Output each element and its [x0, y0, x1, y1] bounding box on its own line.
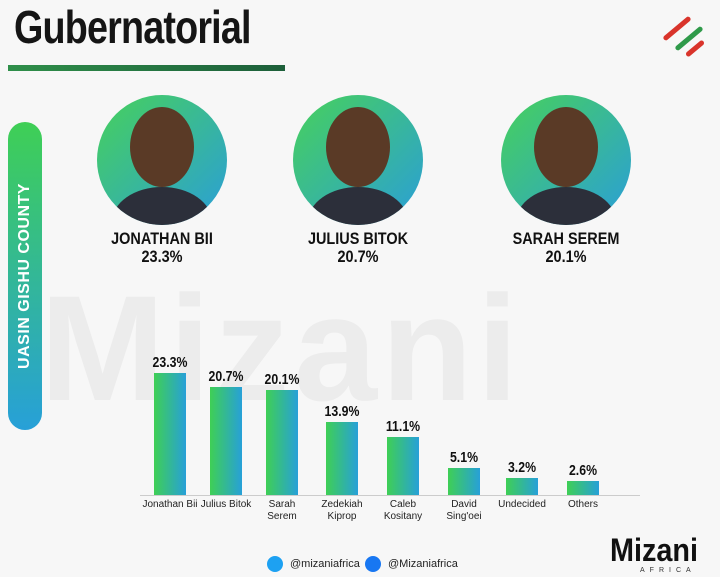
photo-body: [112, 187, 212, 225]
bar: [154, 372, 186, 495]
category-label: Zedekiah Kiprop: [321, 499, 363, 522]
bar: [266, 389, 298, 495]
logo: Mizani: [610, 532, 699, 568]
title-underline: [8, 65, 285, 71]
bar: [506, 478, 538, 495]
candidate-photo: [97, 95, 227, 225]
photo-head: [326, 107, 390, 187]
candidate-photo: [293, 95, 423, 225]
value-label: 20.1%: [264, 370, 300, 388]
photo-body: [516, 187, 616, 225]
photo-head: [534, 107, 598, 187]
category-label: Undecided: [498, 499, 546, 510]
bar: [448, 468, 480, 495]
bar: [567, 481, 599, 495]
county-label: UASIN GISHU COUNTY: [16, 183, 33, 369]
value-label: 13.9%: [324, 403, 360, 421]
baseline: [140, 495, 640, 496]
county-banner: UASIN GISHU COUNTY: [8, 122, 42, 430]
category-label: Sarah Serem: [267, 499, 297, 522]
value-label: 2.6%: [568, 462, 598, 480]
candidate-name: JONATHAN BII: [111, 229, 213, 248]
facebook-handle: @Mizaniafrica: [388, 558, 458, 570]
candidate-share: 23.3%: [141, 247, 183, 266]
value-label: 23.3%: [152, 353, 188, 371]
candidate-share: 20.1%: [545, 247, 587, 266]
category-label: Others: [567, 499, 598, 510]
category-label: Caleb Kositany: [383, 499, 423, 522]
bar: [387, 436, 419, 495]
twitter-handle: @mizaniafrica: [290, 558, 360, 570]
photo-body: [308, 187, 408, 225]
candidate-photo: [501, 95, 631, 225]
facebook-icon: [365, 556, 381, 572]
candidate-card: SARAH SEREM 20.1%: [481, 229, 651, 267]
bar: [210, 386, 242, 495]
candidate-card: JONATHAN BII 23.3%: [77, 229, 247, 267]
category-label: Jonathan Bii: [142, 499, 198, 510]
candidate-card: JULIUS BITOK 20.7%: [273, 229, 443, 267]
bar: [326, 422, 358, 495]
logo-sub: AFRICA: [640, 567, 696, 574]
value-label: 5.1%: [449, 449, 479, 467]
value-label: 11.1%: [385, 417, 421, 435]
title: Gubernatorial: [14, 1, 251, 53]
value-label: 3.2%: [507, 459, 537, 477]
candidate-name: SARAH SEREM: [512, 229, 620, 248]
category-label: David Sing'oei: [446, 499, 482, 522]
twitter-icon: [267, 556, 283, 572]
candidate-share: 20.7%: [337, 247, 379, 266]
value-label: 20.7%: [208, 367, 244, 385]
candidate-name: JULIUS BITOK: [307, 229, 409, 248]
category-label: Julius Bitok: [200, 499, 252, 510]
photo-head: [130, 107, 194, 187]
